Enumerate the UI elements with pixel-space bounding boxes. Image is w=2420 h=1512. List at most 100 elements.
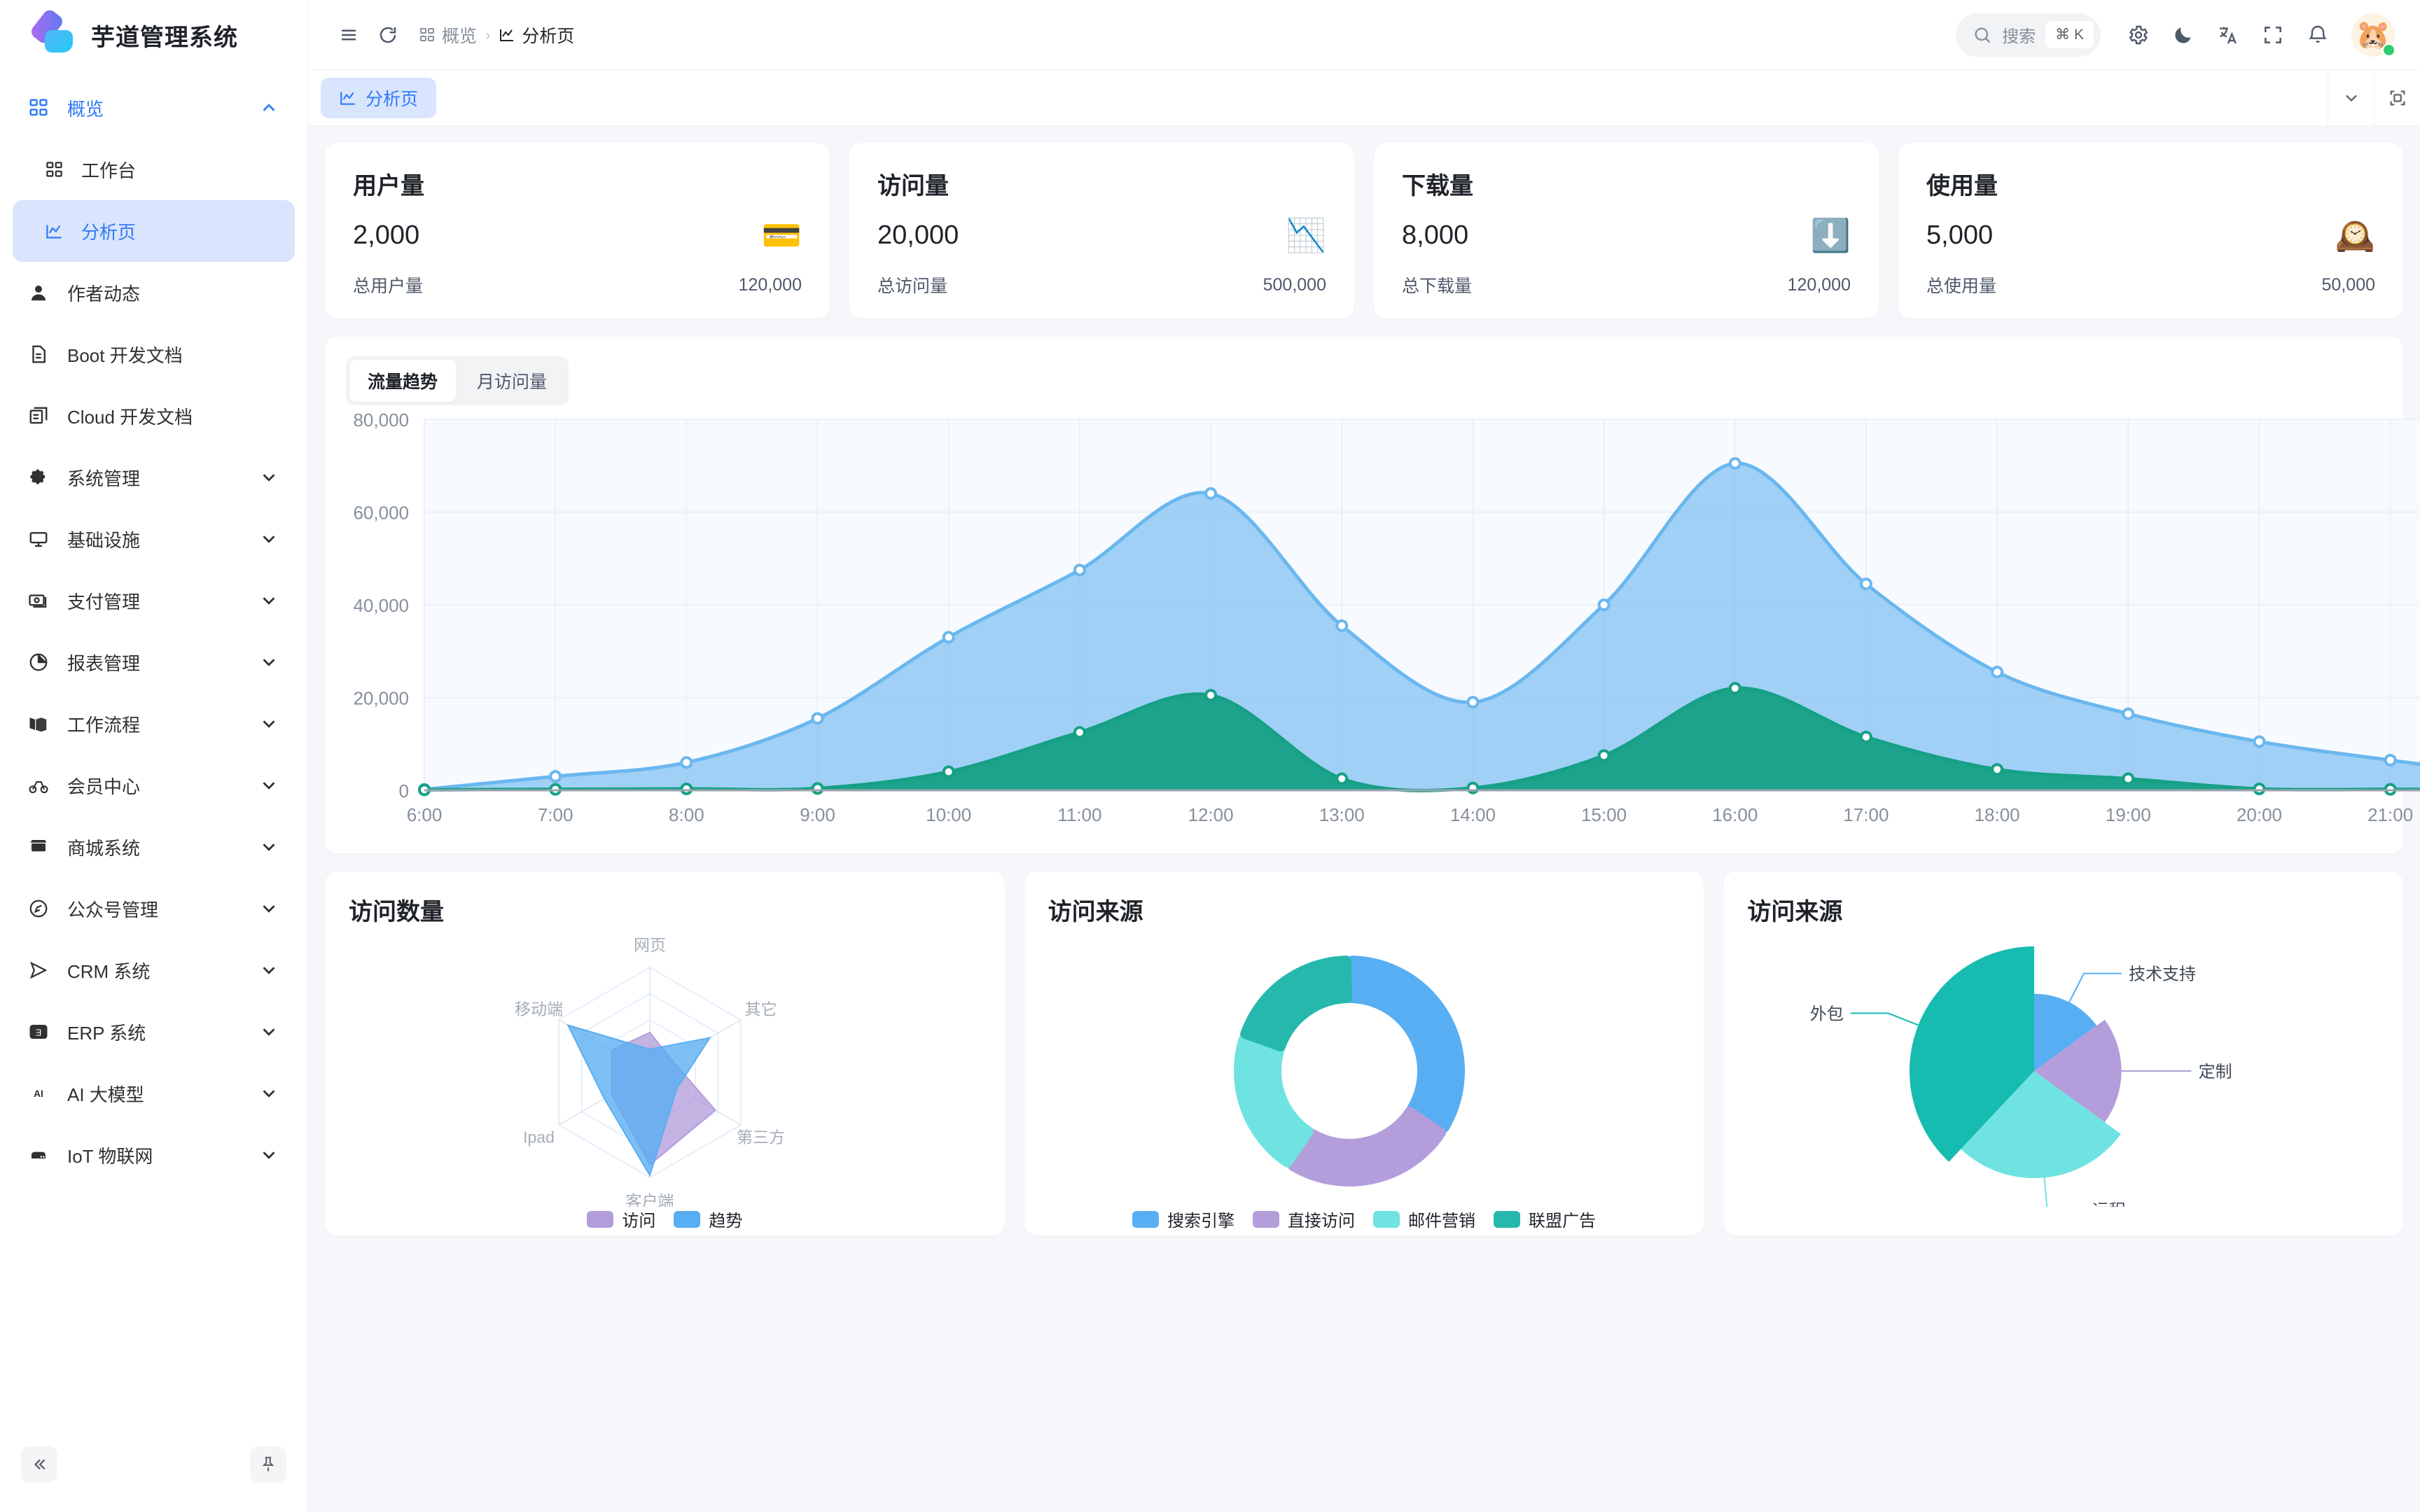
chevron-down-icon[interactable]	[258, 1083, 279, 1104]
svg-text:80,000: 80,000	[353, 410, 409, 430]
sidebar-item-workbench[interactable]: 工作台	[13, 139, 295, 200]
grid-icon	[420, 27, 434, 41]
breadcrumb-label: 概览	[442, 26, 478, 46]
sidebar-item-workflow[interactable]: 工作流程	[13, 693, 295, 755]
chevron-down-icon[interactable]	[258, 528, 279, 550]
refresh-icon[interactable]	[368, 15, 408, 55]
sidebar-item-overview[interactable]: 概览	[13, 77, 295, 139]
sidebar-item-label: CRM 系统	[67, 960, 151, 982]
chevron-down-icon[interactable]	[258, 713, 279, 734]
expand-icon[interactable]	[2253, 15, 2293, 55]
sidebar-item-analysis[interactable]: 分析页	[13, 200, 295, 262]
translate-icon[interactable]	[2209, 15, 2248, 55]
radar-chart[interactable]: 网页 其它 第三方 客户端 Ipad 移动端	[349, 927, 981, 1207]
document-icon	[28, 344, 57, 365]
sidebar-item-mall[interactable]: 商城系统	[13, 816, 295, 878]
svg-text:9:00: 9:00	[800, 804, 835, 825]
sidebar-item-label: 概览	[67, 98, 104, 120]
tab-analysis[interactable]: 分析页	[321, 77, 437, 118]
credit-card-icon: 💳	[761, 217, 802, 253]
legend-item[interactable]: 邮件营销	[1373, 1207, 1475, 1231]
stat-card-downloads: 下载量 8,000 ⬇️ 总下载量 120,000	[1374, 143, 1879, 318]
search-input[interactable]: 搜索 ⌘ K	[1956, 13, 2101, 57]
sidebar-item-system[interactable]: 系统管理	[13, 447, 295, 508]
sidebar-item-boot-docs[interactable]: Boot 开发文档	[13, 323, 295, 385]
gear-icon[interactable]	[2119, 15, 2158, 55]
svg-text:40,000: 40,000	[353, 595, 409, 616]
sidebar-item-report[interactable]: 报表管理	[13, 631, 295, 693]
svg-text:14:00: 14:00	[1450, 804, 1496, 825]
sidebar-item-author-news[interactable]: 作者动态	[13, 262, 295, 323]
sidebar-item-payment[interactable]: 支付管理	[13, 570, 295, 631]
legend-item[interactable]: 访问	[587, 1207, 655, 1231]
chevron-down-icon[interactable]	[258, 836, 279, 858]
grid-icon	[45, 160, 71, 179]
chevron-down-icon[interactable]	[258, 960, 279, 981]
app-title: 芋道管理系统	[91, 24, 238, 51]
sidebar-item-crm[interactable]: CRM 系统	[13, 939, 295, 1001]
card-foot-label: 总使用量	[1926, 276, 1997, 296]
rose-chart[interactable]: 技术支持定制远程 外包	[1747, 927, 2379, 1207]
card-title: 下载量	[1402, 173, 1473, 200]
legend-item[interactable]: 搜索引擎	[1132, 1207, 1235, 1231]
hamburger-icon[interactable]	[329, 15, 368, 55]
bell-icon[interactable]	[2298, 15, 2337, 55]
chevron-down-icon[interactable]	[258, 652, 279, 673]
breadcrumb-item-overview[interactable]: 概览	[419, 22, 477, 48]
card-foot-value: 500,000	[1263, 274, 1326, 295]
chevron-down-icon[interactable]	[258, 590, 279, 611]
svg-text:21:00: 21:00	[2367, 804, 2413, 825]
moon-icon[interactable]	[2164, 15, 2203, 55]
app-brand[interactable]: 芋道管理系统	[0, 0, 307, 70]
sidebar-item-iot[interactable]: IoT 物联网	[13, 1124, 295, 1186]
compass-icon	[28, 898, 57, 919]
tab-traffic-trend[interactable]: 流量趋势	[349, 360, 457, 402]
breadcrumb-item-analysis[interactable]: 分析页	[499, 22, 574, 48]
svg-text:7:00: 7:00	[538, 804, 573, 825]
chevron-up-icon[interactable]	[258, 97, 279, 118]
maximize-icon[interactable]	[2374, 69, 2420, 126]
sidebar-item-ai[interactable]: AI AI 大模型	[13, 1063, 295, 1124]
svg-text:60,000: 60,000	[353, 503, 409, 524]
bicycle-icon	[28, 775, 57, 796]
sidebar-item-member[interactable]: 会员中心	[13, 755, 295, 816]
clock-icon: 🕰️	[2335, 217, 2375, 253]
sidebar: 芋道管理系统 概览 工作台 分析页	[0, 0, 308, 1512]
legend-label: 直接访问	[1288, 1212, 1355, 1231]
sidebar-item-cloud-docs[interactable]: Cloud 开发文档	[13, 385, 295, 447]
sidebar-item-infra[interactable]: 基础设施	[13, 508, 295, 570]
sidebar-item-label: IoT 物联网	[67, 1145, 153, 1167]
donut-chart[interactable]	[1048, 927, 1681, 1207]
stat-card-users: 用户量 2,000 💳 总用户量 120,000	[325, 143, 830, 318]
legend-item[interactable]: 趋势	[674, 1207, 742, 1231]
sidebar-item-erp[interactable]: Ǝ ERP 系统	[13, 1001, 295, 1063]
panel-title: 访问数量	[349, 899, 444, 925]
sidebar-item-mp[interactable]: 公众号管理	[13, 878, 295, 939]
legend-swatch	[1253, 1210, 1279, 1228]
traffic-trend-chart[interactable]: 0 20,000 40,000 60,000 80,000 6:00 7:00 8:00 9:0…	[346, 405, 2420, 839]
header-actions: 搜索 ⌘ K 🐹	[1956, 13, 2395, 57]
chevron-down-icon[interactable]	[258, 1021, 279, 1042]
legend-label: 访问	[622, 1212, 656, 1231]
chart-icon	[45, 222, 71, 241]
tab-monthly-visits[interactable]: 月访问量	[477, 372, 548, 392]
pin-icon[interactable]	[250, 1446, 286, 1483]
chevron-down-icon[interactable]	[258, 467, 279, 488]
chevron-down-icon[interactable]	[2328, 69, 2374, 126]
card-value: 5,000	[1926, 220, 1994, 250]
copy-document-icon	[28, 405, 57, 426]
legend-swatch	[1494, 1210, 1520, 1228]
donut-legend: 搜索引擎 直接访问 邮件营销 联盟广告	[1048, 1207, 1681, 1234]
svg-text:15:00: 15:00	[1581, 804, 1627, 825]
chevron-down-icon[interactable]	[258, 1144, 279, 1166]
legend-swatch	[674, 1210, 701, 1228]
erp-icon: Ǝ	[28, 1021, 57, 1042]
collapse-sidebar-button[interactable]	[21, 1446, 57, 1483]
legend-item[interactable]: 直接访问	[1253, 1207, 1355, 1231]
chevron-down-icon[interactable]	[258, 898, 279, 919]
avatar[interactable]: 🐹	[2351, 13, 2395, 57]
svg-text:10:00: 10:00	[926, 804, 971, 825]
legend-label: 趋势	[709, 1212, 743, 1231]
chevron-down-icon[interactable]	[258, 775, 279, 796]
legend-item[interactable]: 联盟广告	[1494, 1207, 1596, 1231]
